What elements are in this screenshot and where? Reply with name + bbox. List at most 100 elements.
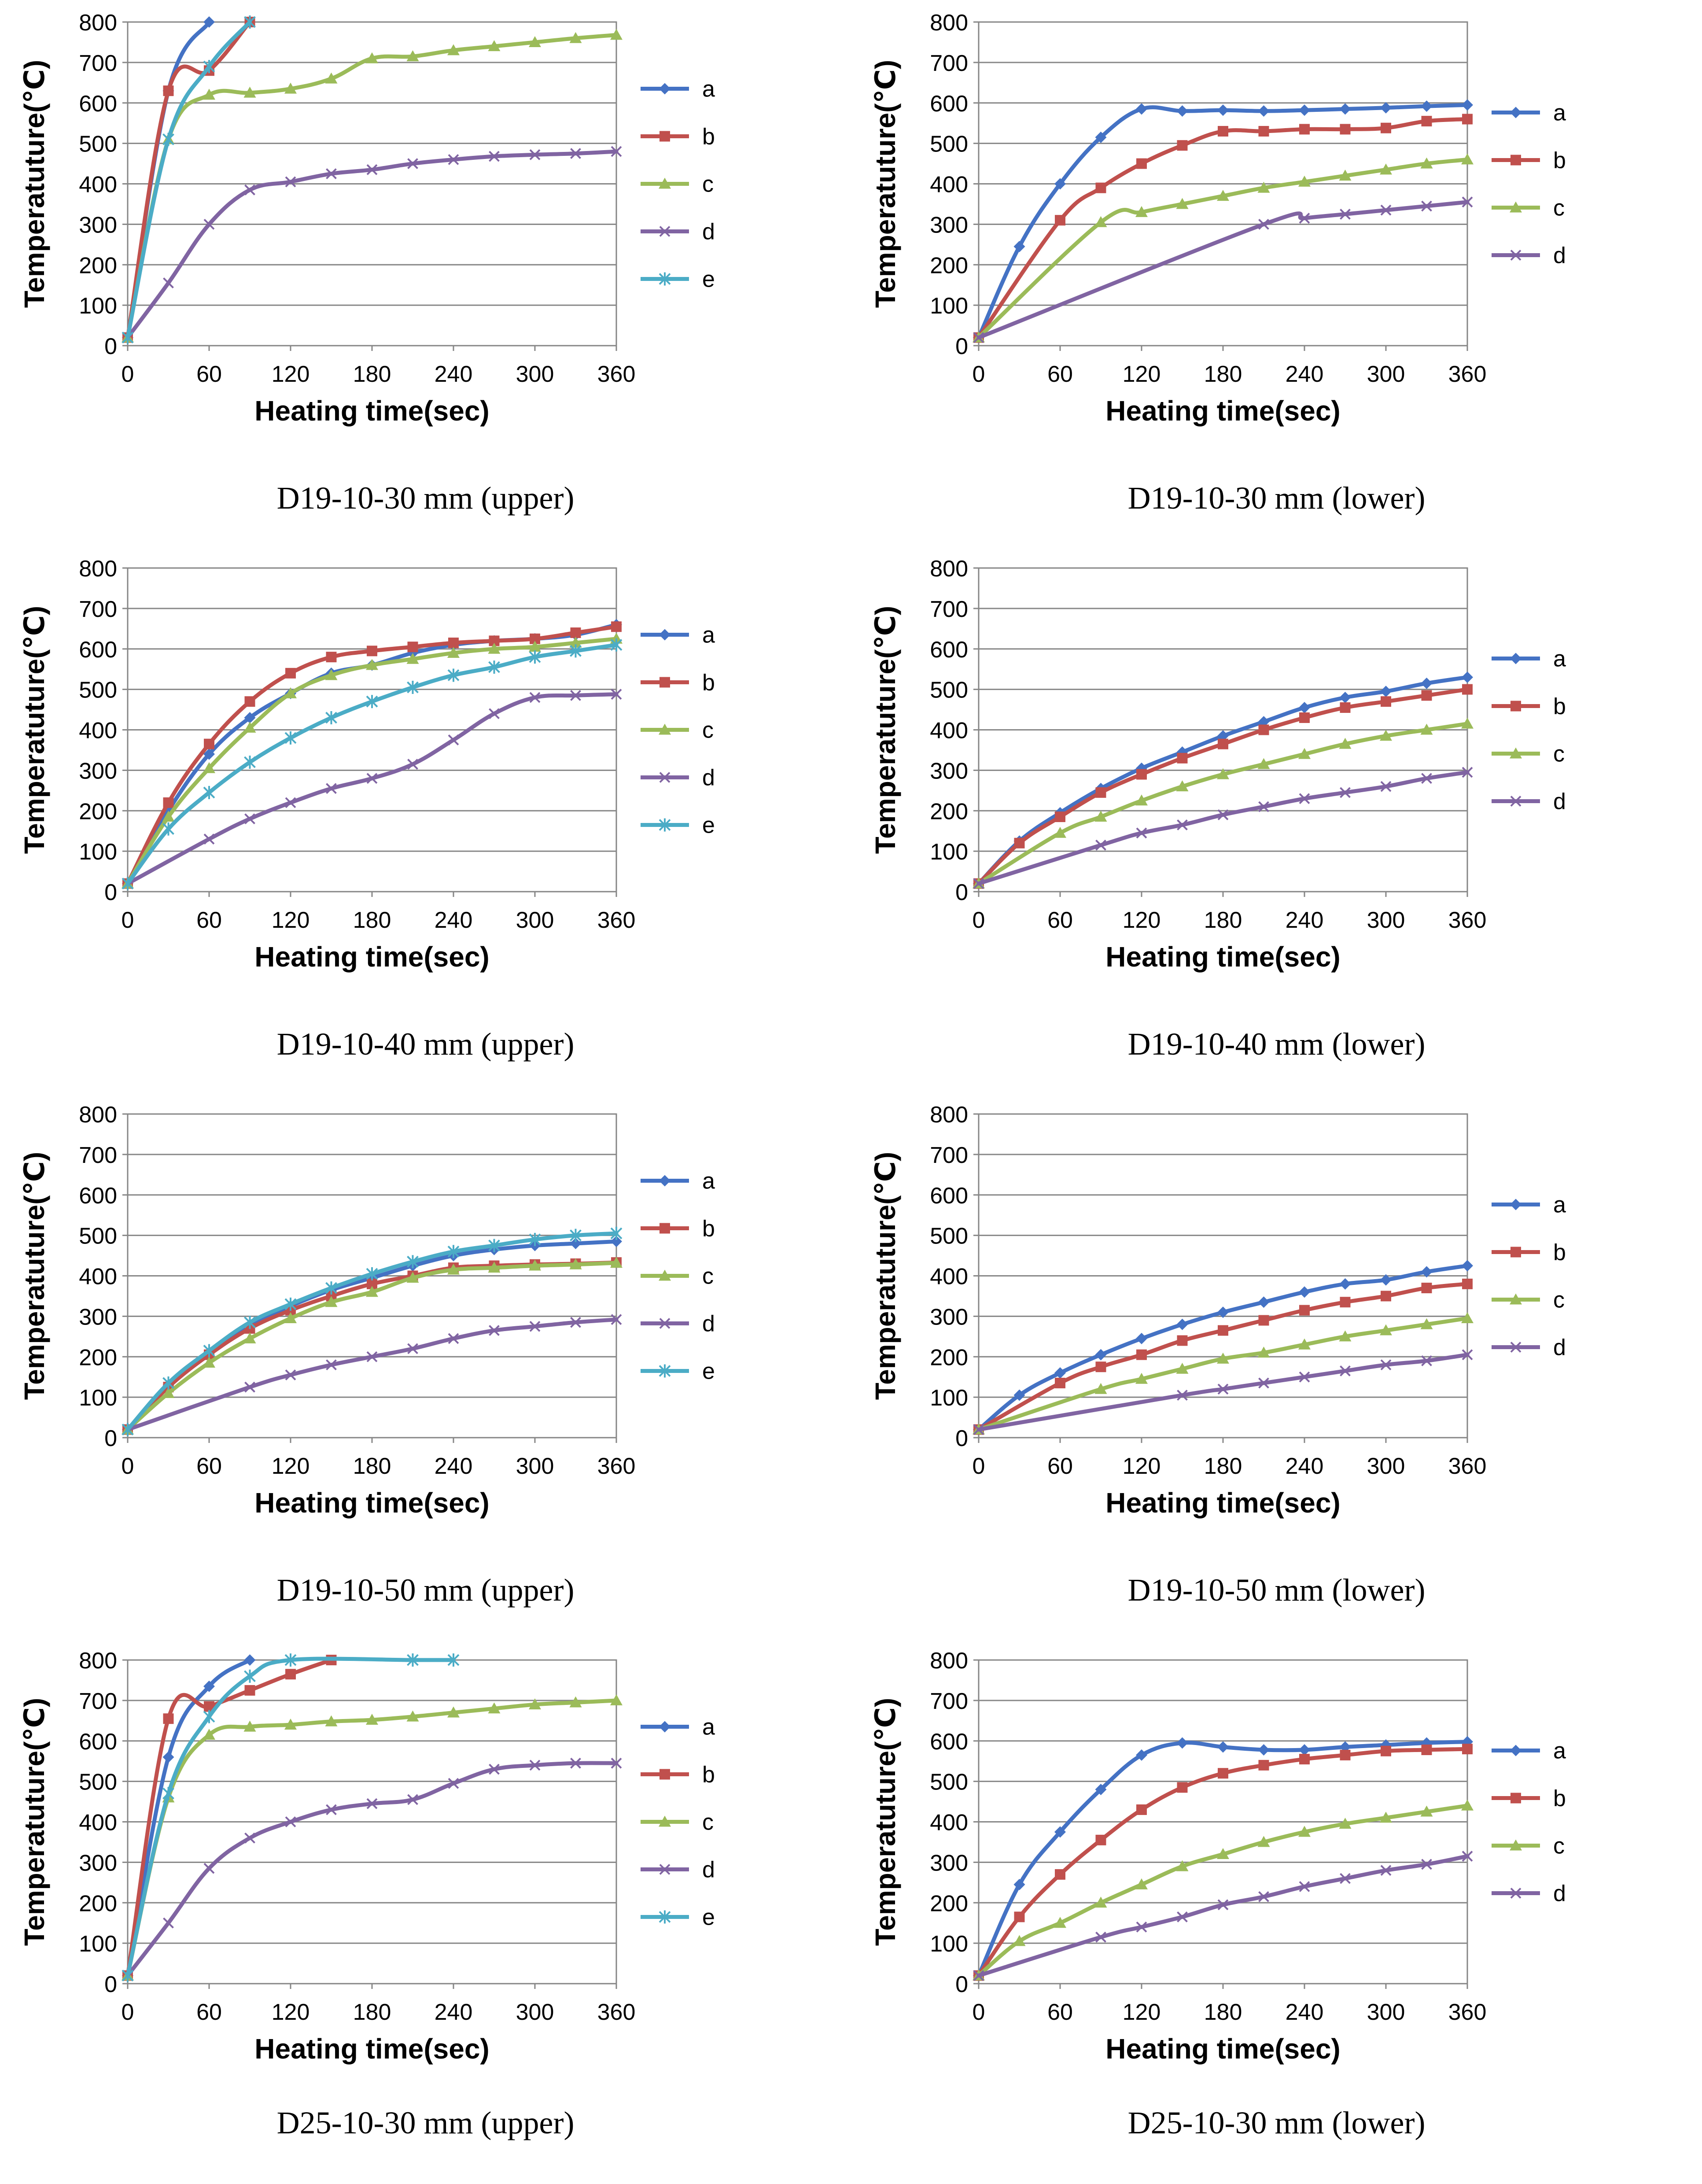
y-axis-title: Temperatuture(℃) xyxy=(869,606,901,854)
data-point-b xyxy=(611,621,622,632)
legend-label-d: d xyxy=(702,765,715,791)
data-point-c xyxy=(366,659,378,670)
data-point-c xyxy=(203,89,215,100)
data-point-d xyxy=(1258,1377,1269,1389)
y-tick-label: 600 xyxy=(79,1183,117,1209)
x-tick-label: 120 xyxy=(272,362,310,387)
chart-caption: D19-10-30 mm (lower) xyxy=(1127,480,1426,516)
series-line-e xyxy=(125,20,252,340)
data-point-b xyxy=(1421,690,1432,701)
x-tick-label: 120 xyxy=(272,908,310,933)
data-point-d xyxy=(244,1381,255,1393)
data-point-e xyxy=(610,1227,623,1240)
data-point-a xyxy=(1299,1744,1310,1756)
data-point-d xyxy=(1340,1873,1351,1884)
data-point-c xyxy=(529,36,541,47)
data-point-c xyxy=(529,641,541,652)
data-point-e xyxy=(162,133,174,146)
data-point-e xyxy=(244,1316,256,1329)
data-point-e xyxy=(366,1267,378,1280)
y-tick-label: 200 xyxy=(79,799,117,824)
data-point-b xyxy=(1055,812,1065,823)
data-point-c xyxy=(366,1713,378,1725)
data-point-c xyxy=(1420,1318,1433,1329)
data-point-a xyxy=(1421,100,1433,112)
panel-d19-10-50-lower: 0 100 200 300 400 500 600 700 800 0 60 120 180 240 300… xyxy=(851,1092,1702,1638)
series-line-e xyxy=(125,1656,456,1978)
y-tick-label: 200 xyxy=(79,1345,117,1370)
y-tick-label: 600 xyxy=(930,91,968,117)
legend-label-d: d xyxy=(702,219,715,245)
data-point-d xyxy=(973,878,984,889)
data-point-d xyxy=(366,164,378,175)
y-tick-label: 100 xyxy=(930,1931,968,1957)
data-point-d xyxy=(611,146,622,157)
legend-marker-d xyxy=(659,226,670,237)
y-axis-title: Temperatuture(℃) xyxy=(18,60,50,308)
legend-label-b: b xyxy=(702,670,715,696)
y-tick-label: 700 xyxy=(930,1143,968,1168)
data-point-c xyxy=(1339,1330,1352,1342)
series-line-d xyxy=(125,149,619,340)
x-tick-label: 300 xyxy=(1367,908,1405,933)
panel-d19-10-40-lower: 0 100 200 300 400 500 600 700 800 0 60 120 180 240 300… xyxy=(851,546,1702,1092)
panel-d19-10-30-upper: 0 100 200 300 400 500 600 700 800 0 60 120 180 240 300… xyxy=(0,0,851,546)
legend-label-a: a xyxy=(1553,1738,1566,1764)
data-point-a xyxy=(1054,1826,1066,1838)
series-line-d xyxy=(976,1854,1470,1978)
data-point-c xyxy=(243,1332,256,1343)
series-line-d xyxy=(976,1353,1470,1432)
data-point-c xyxy=(1461,1312,1474,1323)
data-point-b xyxy=(1421,1283,1432,1294)
data-point-c xyxy=(203,762,215,773)
data-point-c xyxy=(284,82,297,94)
data-point-b xyxy=(1340,1749,1351,1760)
y-tick-label: 0 xyxy=(955,334,968,359)
chart-d19-10-30-upper: 0 100 200 300 400 500 600 700 800 0 60 120 180 240 300… xyxy=(18,10,715,427)
data-point-e xyxy=(447,1653,460,1667)
data-point-d xyxy=(407,158,418,169)
legend-marker-c xyxy=(659,1815,671,1827)
data-point-d xyxy=(1380,1865,1392,1876)
legend-marker-b xyxy=(659,1223,670,1234)
data-point-c xyxy=(1054,826,1066,838)
y-tick-label: 700 xyxy=(79,597,117,622)
data-point-c xyxy=(1380,163,1392,175)
data-point-b xyxy=(1136,769,1147,780)
data-point-c xyxy=(1380,730,1392,741)
data-point-a xyxy=(1095,1784,1107,1795)
data-point-e xyxy=(610,638,623,652)
y-axis-title: Temperatuture(℃) xyxy=(869,60,901,308)
data-point-c xyxy=(569,32,582,43)
data-point-d xyxy=(1177,819,1188,830)
y-tick-label: 100 xyxy=(930,839,968,865)
y-tick-label: 600 xyxy=(930,1183,968,1209)
data-point-c xyxy=(1135,206,1148,217)
data-point-e xyxy=(570,1228,582,1242)
x-tick-label: 240 xyxy=(1286,908,1324,933)
data-point-a xyxy=(1299,1286,1310,1298)
y-axis-title: Temperatuture(℃) xyxy=(18,1698,50,1946)
data-point-b xyxy=(1177,140,1188,151)
data-point-c xyxy=(1094,216,1107,227)
data-point-c xyxy=(1257,758,1270,769)
data-point-d xyxy=(448,1778,459,1789)
legend-marker-a xyxy=(1510,107,1521,118)
y-axis-title: Temperatuture(℃) xyxy=(869,1152,901,1400)
x-tick-label: 180 xyxy=(1204,2000,1242,2025)
data-point-b xyxy=(448,637,459,648)
data-point-a xyxy=(203,16,215,28)
data-point-d xyxy=(489,1325,500,1336)
data-point-a xyxy=(203,748,215,760)
y-tick-label: 100 xyxy=(79,839,117,865)
data-point-d xyxy=(973,332,984,343)
x-axis-title: Heating time(sec) xyxy=(254,941,489,973)
data-point-c xyxy=(1176,198,1189,209)
x-tick-label: 240 xyxy=(1286,1454,1324,1479)
x-tick-label: 360 xyxy=(1448,908,1487,933)
data-point-e xyxy=(570,644,582,658)
y-tick-label: 0 xyxy=(955,880,968,905)
